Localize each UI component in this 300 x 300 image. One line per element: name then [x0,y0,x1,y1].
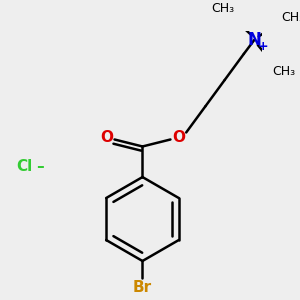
Text: O: O [173,130,186,145]
Text: CH₃: CH₃ [281,11,300,25]
Text: N: N [248,31,261,49]
Text: Br: Br [133,280,152,295]
Text: Cl: Cl [16,159,33,174]
Text: CH₃: CH₃ [211,2,235,15]
Text: –: – [36,159,44,174]
Text: CH₃: CH₃ [272,65,296,78]
Text: O: O [100,130,113,145]
Text: +: + [258,40,268,53]
